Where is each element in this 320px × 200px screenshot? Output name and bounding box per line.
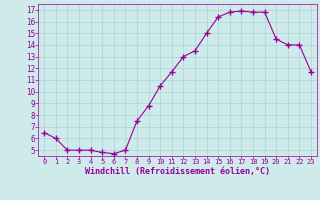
X-axis label: Windchill (Refroidissement éolien,°C): Windchill (Refroidissement éolien,°C) [85, 167, 270, 176]
